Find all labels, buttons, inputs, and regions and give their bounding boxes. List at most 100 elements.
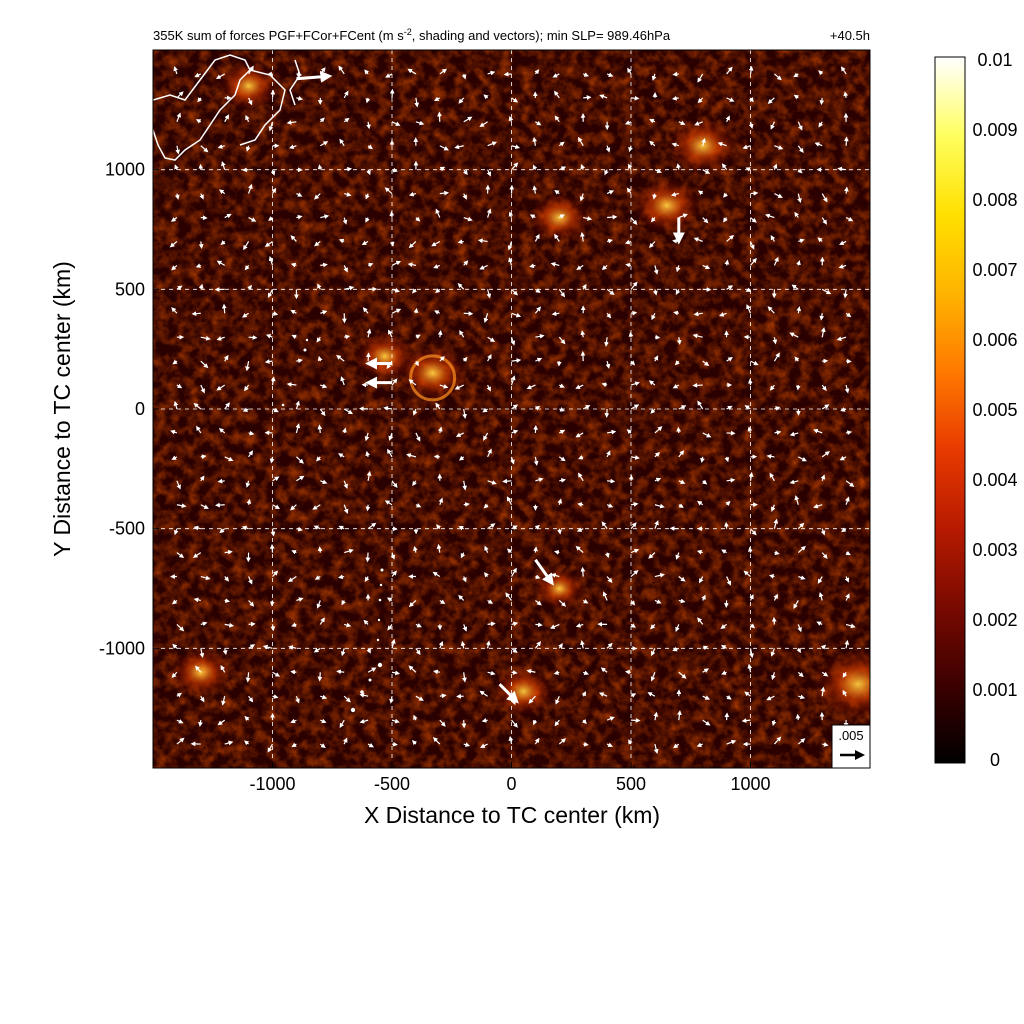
- vector-arrow: [242, 407, 249, 412]
- vector-arrow: [774, 145, 784, 150]
- vector-arrow: [247, 284, 252, 291]
- vector-arrow: [316, 456, 322, 462]
- vector-arrow: [272, 407, 279, 413]
- vector-arrow: [511, 525, 518, 530]
- vector-arrow: [580, 640, 585, 649]
- vector-arrow: [553, 550, 560, 555]
- vector-arrow: [578, 455, 584, 460]
- vector-arrow: [769, 384, 775, 391]
- vector-arrow: [248, 450, 254, 458]
- vector-arrow: [221, 696, 226, 706]
- vector-arrow: [191, 311, 201, 317]
- vector-arrow: [576, 527, 584, 532]
- vector-arrow: [270, 89, 276, 98]
- vector-arrow: [344, 285, 355, 291]
- vector-arrow: [391, 718, 400, 724]
- vector-arrow: [675, 552, 681, 560]
- vector-arrow: [534, 306, 542, 314]
- vector-arrow: [628, 145, 633, 153]
- vector-arrow: [577, 136, 584, 147]
- vector-arrow: [435, 402, 441, 410]
- vector-arrow: [319, 617, 325, 625]
- vector-arrow: [721, 644, 727, 650]
- vector-arrow: [838, 264, 847, 269]
- vector-arrow: [743, 570, 751, 577]
- vector-arrow: [193, 525, 201, 531]
- vector-arrow: [343, 408, 354, 415]
- vector-arrow: [795, 713, 801, 721]
- vector-arrow: [534, 406, 541, 411]
- vector-arrow: [242, 312, 249, 318]
- vector-arrow: [198, 720, 203, 727]
- vector-arrow: [601, 264, 608, 271]
- vector-arrow: [414, 97, 420, 108]
- vector-arrow: [431, 240, 441, 247]
- vector-arrow: [627, 67, 632, 75]
- vector-arrow: [697, 400, 704, 410]
- vector-arrow: [171, 264, 178, 271]
- colorbar: 0.01 0.009 0.008 0.007 0.006 0.005 0.004 0.003 0…: [934, 50, 1018, 770]
- vector-arrow: [674, 360, 680, 366]
- hotspot: [398, 345, 468, 401]
- vector-arrow: [601, 521, 608, 530]
- vector-arrow: [697, 97, 704, 104]
- vector-arrow: [433, 669, 440, 675]
- vector-arrow: [554, 719, 560, 727]
- vector-arrow: [320, 310, 328, 315]
- vector-arrow: [580, 330, 586, 338]
- vector-arrow: [510, 567, 517, 577]
- vector-arrow: [176, 91, 184, 99]
- vector-arrow: [813, 503, 823, 509]
- vector-arrow: [316, 336, 322, 343]
- vector-arrow: [654, 452, 661, 458]
- vector-arrow: [647, 692, 656, 697]
- vector-arrow: [361, 240, 369, 246]
- vector-arrow: [224, 622, 235, 628]
- vector-arrow: [606, 642, 613, 649]
- vector-arrow: [290, 504, 297, 511]
- vector-arrow: [845, 550, 851, 556]
- vector-arrow: [673, 310, 679, 316]
- vector-arrow: [551, 311, 560, 317]
- vector-arrow: [319, 141, 329, 147]
- vector-arrow: [364, 432, 370, 442]
- vector-arrow: [314, 240, 321, 247]
- vector-arrow: [726, 694, 732, 700]
- vector-arrow: [220, 665, 226, 673]
- vector-arrow: [550, 573, 560, 578]
- vector-arrow: [487, 670, 496, 676]
- vector-arrow: [797, 193, 802, 204]
- vector-arrow: [296, 71, 303, 77]
- vector-arrow: [653, 265, 659, 275]
- vector-arrow: [366, 470, 372, 481]
- vector-arrow: [624, 120, 632, 125]
- vector-arrow: [174, 193, 180, 200]
- vector-arrow: [272, 504, 281, 510]
- vector-arrow: [173, 400, 179, 410]
- vector-arrow: [367, 522, 377, 530]
- vector-arrow: [839, 240, 847, 245]
- vector-arrow: [814, 142, 823, 147]
- vector-arrow: [391, 260, 402, 266]
- vector-arrow: [176, 285, 183, 291]
- vector-arrow: [606, 238, 613, 244]
- vector-arrow: [200, 504, 209, 509]
- vector-arrow: [176, 692, 182, 698]
- vector-arrow: [817, 237, 823, 243]
- vector-arrow: [651, 312, 656, 321]
- vector-arrow: [272, 570, 279, 577]
- vector-arrow: [462, 356, 468, 363]
- vector-arrow: [269, 456, 275, 464]
- vector-arrow: [314, 193, 321, 200]
- y-axis: 1000 500 0 -500 -1000: [99, 160, 159, 658]
- vector-arrow: [558, 288, 566, 298]
- vector-arrow: [676, 163, 681, 170]
- vector-arrow: [845, 216, 854, 222]
- vector-arrow: [248, 217, 257, 222]
- vector-arrow: [221, 161, 226, 170]
- vector-arrow: [750, 217, 757, 223]
- vector-arrow: [366, 121, 371, 130]
- vector-arrow: [650, 408, 656, 414]
- vector-arrow: [480, 743, 488, 748]
- vector-arrow: [224, 549, 233, 555]
